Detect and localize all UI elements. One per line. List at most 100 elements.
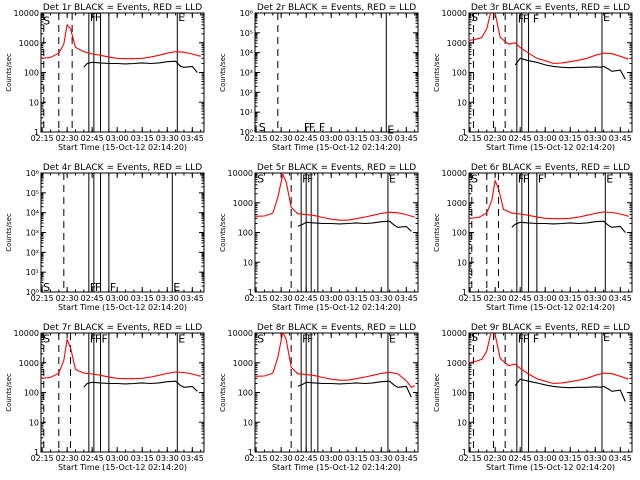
y-tick-label: 1000 bbox=[233, 359, 253, 368]
events-rate-line bbox=[297, 220, 412, 232]
x-tick-label: 03:15 bbox=[559, 294, 582, 303]
flag-label: F bbox=[102, 333, 108, 346]
x-tick-label: 02:30 bbox=[270, 134, 293, 143]
y-tick-label: 10³ bbox=[26, 229, 39, 238]
x-tick-label: 03:15 bbox=[559, 134, 582, 143]
x-tick-label: 03:30 bbox=[156, 454, 179, 463]
panel-title: Det 7r BLACK = Events, RED = LLD bbox=[43, 323, 202, 333]
x-tick-label: 03:30 bbox=[584, 134, 607, 143]
events-rate-line bbox=[514, 378, 626, 402]
x-tick-label: 03:45 bbox=[181, 134, 204, 143]
x-tick-label: 03:00 bbox=[106, 134, 129, 143]
x-tick-label: 03:00 bbox=[320, 294, 343, 303]
x-tick-label: 02:45 bbox=[509, 454, 532, 463]
y-tick-label: 100 bbox=[24, 389, 39, 398]
x-axis-label: Start Time (15-Oct-12 02:14:20) bbox=[486, 143, 615, 152]
x-tick-label: 02:15 bbox=[245, 134, 268, 143]
x-axis-label: Start Time (15-Oct-12 02:14:20) bbox=[486, 303, 615, 312]
flag-label: E bbox=[178, 11, 185, 24]
x-tick-label: 02:45 bbox=[295, 294, 318, 303]
y-tick-label: 10⁶ bbox=[240, 9, 253, 18]
flag-label: S bbox=[471, 11, 478, 24]
panel-title: Det 6r BLACK = Events, RED = LLD bbox=[471, 163, 630, 173]
x-tick-label: 02:30 bbox=[270, 454, 293, 463]
flag-label: E bbox=[603, 331, 610, 344]
y-tick-label: 10 bbox=[457, 98, 467, 107]
x-tick-label: 03:45 bbox=[609, 454, 632, 463]
panel-title: Det 1r BLACK = Events, RED = LLD bbox=[43, 3, 202, 13]
panel-title: Det 5r BLACK = Events, RED = LLD bbox=[257, 163, 416, 173]
y-tick-label: 10 bbox=[243, 258, 253, 267]
flag-label: F bbox=[95, 11, 101, 24]
flag-label: S bbox=[471, 173, 478, 186]
lld-rate-line bbox=[41, 337, 201, 380]
x-tick-label: 02:45 bbox=[509, 134, 532, 143]
x-tick-label: 02:15 bbox=[459, 454, 482, 463]
x-tick-label: 02:45 bbox=[295, 134, 318, 143]
flag-label: S bbox=[257, 333, 264, 346]
x-tick-label: 03:15 bbox=[131, 454, 154, 463]
flag-label: F bbox=[523, 13, 529, 26]
x-tick-label: 03:00 bbox=[106, 454, 129, 463]
y-axis-label: Counts/sec bbox=[219, 53, 227, 92]
flag-label: S bbox=[257, 173, 264, 186]
x-tick-label: 03:45 bbox=[395, 294, 418, 303]
flag-label: F bbox=[304, 121, 310, 134]
flag-label: F bbox=[538, 173, 544, 186]
y-tick-label: 10000 bbox=[14, 9, 39, 18]
y-tick-label: 10⁰ bbox=[240, 128, 253, 137]
y-axis-label: Counts/sec bbox=[433, 53, 441, 92]
flag-label: F bbox=[95, 281, 101, 294]
y-tick-label: 10000 bbox=[442, 9, 467, 18]
y-tick-label: 10 bbox=[29, 98, 39, 107]
flag-label: F bbox=[523, 173, 529, 186]
detector-panel: Det 8r BLACK = Events, RED = LLD 1 10 100 10… bbox=[219, 323, 419, 472]
y-tick-label: 100 bbox=[238, 389, 253, 398]
y-tick-label: 100 bbox=[24, 69, 39, 78]
y-tick-label: 1 bbox=[248, 288, 253, 297]
x-tick-label: 03:00 bbox=[534, 454, 557, 463]
x-tick-label: 02:30 bbox=[56, 134, 79, 143]
lld-rate-line bbox=[469, 333, 629, 385]
flag-label: F bbox=[533, 13, 539, 26]
y-tick-label: 10000 bbox=[442, 169, 467, 178]
y-tick-label: 1 bbox=[462, 448, 467, 457]
y-tick-label: 1 bbox=[462, 288, 467, 297]
y-tick-label: 10⁴ bbox=[26, 209, 39, 218]
x-tick-label: 03:45 bbox=[181, 454, 204, 463]
x-tick-label: 03:45 bbox=[181, 294, 204, 303]
panel-title: Det 4r BLACK = Events, RED = LLD bbox=[43, 163, 202, 173]
flag-label: F bbox=[533, 333, 539, 346]
x-axis-label: Start Time (15-Oct-12 02:14:20) bbox=[58, 463, 187, 472]
y-tick-label: 10000 bbox=[14, 329, 39, 338]
x-axis-label: Start Time (15-Oct-12 02:14:20) bbox=[58, 303, 187, 312]
y-tick-label: 100 bbox=[238, 229, 253, 238]
x-tick-label: 03:45 bbox=[609, 134, 632, 143]
y-tick-label: 10² bbox=[26, 248, 39, 257]
x-tick-label: 03:45 bbox=[395, 454, 418, 463]
y-tick-label: 10⁴ bbox=[240, 49, 253, 58]
x-tick-label: 03:15 bbox=[345, 454, 368, 463]
x-tick-label: 03:30 bbox=[584, 294, 607, 303]
events-rate-line bbox=[511, 220, 626, 233]
x-tick-label: 02:15 bbox=[31, 454, 54, 463]
x-tick-label: 02:45 bbox=[81, 134, 104, 143]
flag-label: E bbox=[389, 173, 396, 186]
x-tick-label: 03:15 bbox=[131, 294, 154, 303]
lld-rate-line bbox=[469, 13, 629, 65]
x-tick-label: 02:15 bbox=[245, 454, 268, 463]
x-tick-label: 03:45 bbox=[395, 134, 418, 143]
flag-label: F bbox=[95, 333, 101, 346]
flag-label: F bbox=[518, 13, 524, 26]
x-tick-label: 03:30 bbox=[584, 454, 607, 463]
y-axis-label: Counts/sec bbox=[219, 373, 227, 412]
panel-title: Det 2r BLACK = Events, RED = LLD bbox=[257, 3, 416, 13]
y-tick-label: 100 bbox=[452, 389, 467, 398]
y-axis-label: Counts/sec bbox=[5, 53, 13, 92]
x-axis-label: Start Time (15-Oct-12 02:14:20) bbox=[272, 303, 401, 312]
x-tick-label: 03:30 bbox=[156, 134, 179, 143]
y-tick-label: 100 bbox=[452, 229, 467, 238]
y-tick-label: 10⁵ bbox=[240, 29, 253, 38]
lld-rate-line bbox=[41, 23, 201, 60]
x-tick-label: 02:30 bbox=[56, 454, 79, 463]
